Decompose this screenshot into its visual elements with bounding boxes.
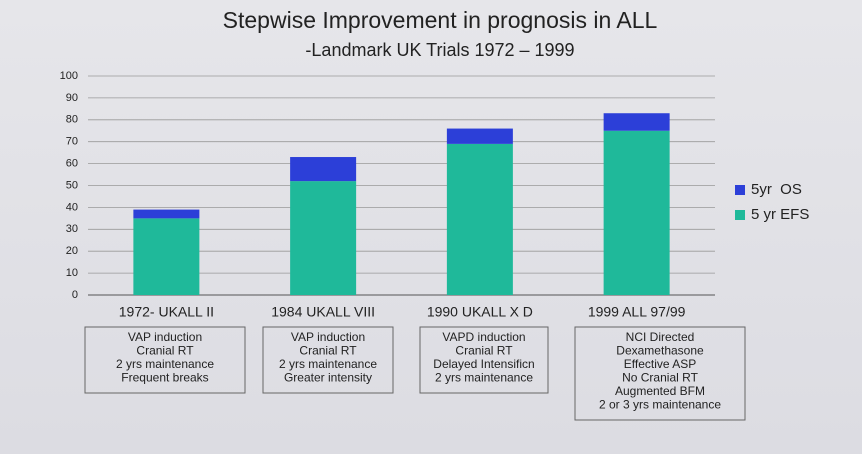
- note-line: Greater intensity: [284, 371, 372, 385]
- note-line: Cranial RT: [299, 344, 357, 358]
- bar-segment: [603, 113, 670, 131]
- chart-title: Stepwise Improvement in prognosis in ALL: [223, 7, 658, 33]
- note-box: [262, 326, 394, 394]
- note-line: Dexamethasone: [616, 344, 704, 358]
- x-tick-label: 1972- UKALL II: [119, 304, 214, 320]
- y-tick-label: 10: [66, 267, 78, 279]
- y-tick-label: 20: [66, 245, 78, 257]
- note-line: 2 yrs maintenance: [435, 371, 533, 385]
- note-line: Cranial RT: [136, 344, 194, 358]
- note-box: [574, 326, 746, 421]
- note-line: 2 yrs maintenance: [116, 357, 214, 371]
- legend-swatch: [735, 210, 745, 220]
- legend-swatch: [735, 185, 745, 195]
- note-line: Effective ASP: [624, 357, 697, 371]
- note-line: VAPD induction: [442, 330, 525, 344]
- note-line: Frequent breaks: [121, 371, 208, 385]
- bar-segment: [133, 209, 200, 219]
- y-tick-label: 50: [66, 179, 78, 191]
- y-tick-label: 40: [66, 201, 78, 213]
- y-tick-label: 90: [66, 92, 78, 104]
- bar-segment: [290, 157, 357, 182]
- bar-segment: [603, 130, 670, 295]
- note-box: [84, 326, 246, 394]
- legend-label: 5 yr EFS: [751, 206, 809, 223]
- note-line: Cranial RT: [455, 344, 513, 358]
- note-line: NCI Directed: [626, 330, 695, 344]
- y-tick-label: 30: [66, 223, 78, 235]
- y-tick-label: 0: [72, 289, 78, 301]
- note-box: [419, 326, 549, 394]
- x-tick-label: 1999 ALL 97/99: [588, 304, 686, 320]
- note-line: VAP induction: [128, 330, 202, 344]
- y-tick-label: 70: [66, 136, 78, 148]
- y-tick-label: 60: [66, 158, 78, 170]
- y-tick-label: 80: [66, 114, 78, 126]
- note-line: 2 yrs maintenance: [279, 357, 377, 371]
- note-line: Augmented BFM: [615, 384, 705, 398]
- bar-segment: [133, 218, 200, 295]
- note-line: VAP induction: [291, 330, 365, 344]
- x-tick-label: 1984 UKALL VIII: [271, 304, 375, 320]
- note-line: 2 or 3 yrs maintenance: [599, 398, 721, 412]
- bar-segment: [290, 181, 357, 295]
- legend-label: 5yr OS: [751, 181, 802, 198]
- note-line: No Cranial RT: [622, 371, 698, 385]
- bar-segment: [446, 143, 513, 295]
- x-tick-label: 1990 UKALL X D: [427, 304, 533, 320]
- chart-subtitle: -Landmark UK Trials 1972 – 1999: [305, 40, 574, 60]
- y-tick-label: 100: [60, 70, 78, 82]
- note-line: Delayed Intensificn: [433, 357, 534, 371]
- bar-segment: [446, 128, 513, 144]
